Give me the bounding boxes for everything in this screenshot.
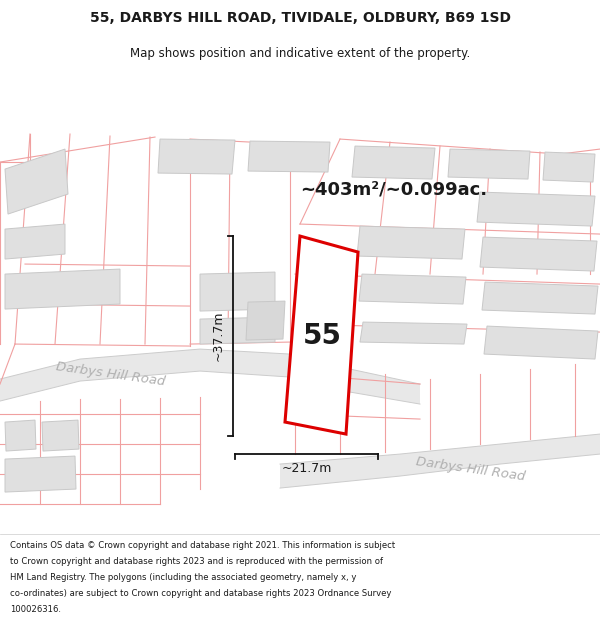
Polygon shape [484,326,598,359]
Polygon shape [448,149,530,179]
Text: ~21.7m: ~21.7m [281,462,332,475]
Text: ~403m²/~0.099ac.: ~403m²/~0.099ac. [300,180,487,198]
Polygon shape [5,420,36,451]
Polygon shape [352,146,435,179]
Text: to Crown copyright and database rights 2023 and is reproduced with the permissio: to Crown copyright and database rights 2… [10,557,383,566]
Polygon shape [360,322,467,344]
Polygon shape [248,141,330,172]
Polygon shape [357,226,465,259]
Text: Darbys Hill Road: Darbys Hill Road [55,360,166,388]
Polygon shape [285,236,358,434]
Polygon shape [5,456,76,492]
Polygon shape [200,317,275,344]
Polygon shape [480,237,597,271]
Polygon shape [543,152,595,182]
Text: co-ordinates) are subject to Crown copyright and database rights 2023 Ordnance S: co-ordinates) are subject to Crown copyr… [10,589,392,598]
Polygon shape [482,282,598,314]
Polygon shape [5,149,68,214]
Polygon shape [359,274,466,304]
Text: Contains OS data © Crown copyright and database right 2021. This information is : Contains OS data © Crown copyright and d… [10,541,395,550]
Polygon shape [158,139,235,174]
Text: 55, DARBYS HILL ROAD, TIVIDALE, OLDBURY, B69 1SD: 55, DARBYS HILL ROAD, TIVIDALE, OLDBURY,… [89,11,511,26]
Text: Darbys Hill Road: Darbys Hill Road [415,455,526,483]
Polygon shape [42,420,79,451]
Polygon shape [5,224,65,259]
Text: 55: 55 [303,322,342,350]
Polygon shape [477,192,595,226]
Polygon shape [200,272,275,311]
Polygon shape [5,269,120,309]
Text: HM Land Registry. The polygons (including the associated geometry, namely x, y: HM Land Registry. The polygons (includin… [10,573,356,582]
Polygon shape [246,301,285,340]
Text: 100026316.: 100026316. [10,605,61,614]
Text: Map shows position and indicative extent of the property.: Map shows position and indicative extent… [130,47,470,59]
Polygon shape [280,434,600,488]
Text: ~37.7m: ~37.7m [212,311,225,361]
Polygon shape [0,349,420,404]
